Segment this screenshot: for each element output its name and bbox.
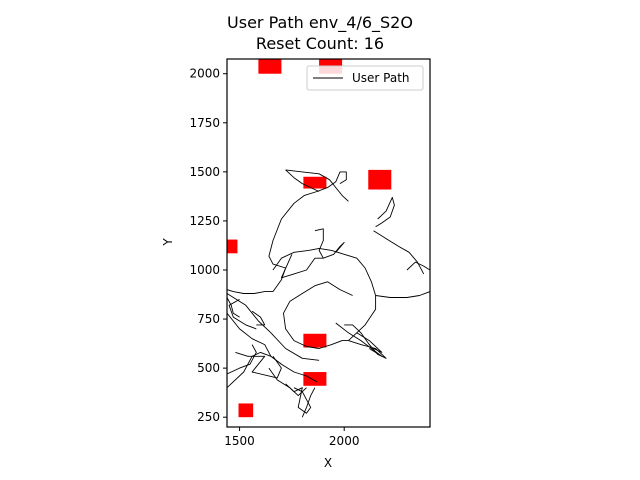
user-path-segment-23 [283,301,349,349]
obstacle-0 [258,59,282,74]
user-path-segment-16 [373,230,425,275]
user-path-segment-19 [285,169,349,202]
user-path-segment-24 [335,322,383,357]
user-path-segment-7 [301,387,316,418]
plot-frame [226,58,431,428]
user-path-segment-10 [268,171,347,292]
user-path-layer [227,169,430,418]
user-path-segment-4 [235,351,282,379]
user-path-segment-1 [227,312,318,383]
y-axis-ticks: 250 500 750 1000 1250 1500 1750 2000 [189,67,227,424]
obstacle-2 [303,176,327,189]
chart-subtitle: Reset Count: 16 [256,34,384,53]
obstacle-4 [227,239,238,254]
user-path-segment-13 [356,332,383,353]
y-tick-label: 1000 [189,263,220,277]
user-path-segment-15 [406,261,430,271]
user-path-segment-18 [285,169,320,192]
y-tick-label: 2000 [189,67,220,81]
y-tick-label: 1500 [189,165,220,179]
chart-title: User Path env_4/6_S2O [227,13,413,33]
user-path-segment-26 [227,297,240,318]
user-path-segment-0 [227,293,320,361]
y-axis-label: Y [161,238,175,247]
user-path-segment-9 [227,289,273,294]
user-path-segment-22 [289,281,353,302]
x-tick-label: 1500 [224,434,255,448]
x-axis-ticks: 1500 2000 [224,427,359,448]
user-path-segment-2 [228,299,257,330]
user-path-segment-21 [280,254,324,279]
x-tick-label: 2000 [329,434,360,448]
obstacle-7 [238,403,254,418]
user-path-segment-12 [344,324,387,359]
y-tick-label: 500 [197,361,220,375]
legend-label-user-path: User Path [352,71,410,85]
user-path-segment-3 [227,351,282,389]
user-path-segment-14 [375,291,430,298]
obstacle-5 [303,333,327,348]
y-tick-label: 1250 [189,214,220,228]
y-tick-label: 250 [197,410,220,424]
user-path-segment-6 [285,383,312,414]
legend: User Path [306,65,424,91]
user-path-segment-8 [268,367,307,397]
legend-box [306,65,424,91]
user-path-segment-5 [227,344,257,375]
y-tick-label: 750 [197,312,220,326]
obstacle-layer [227,59,392,418]
x-axis-label: X [324,456,332,470]
user-path-segment-25 [251,310,266,326]
y-tick-label: 1750 [189,116,220,130]
obstacle-3 [368,169,392,190]
user-path-segment-20 [314,228,345,259]
user-path-segment-11 [272,247,377,341]
user-path-segment-17 [375,196,395,228]
obstacle-6 [303,372,327,386]
